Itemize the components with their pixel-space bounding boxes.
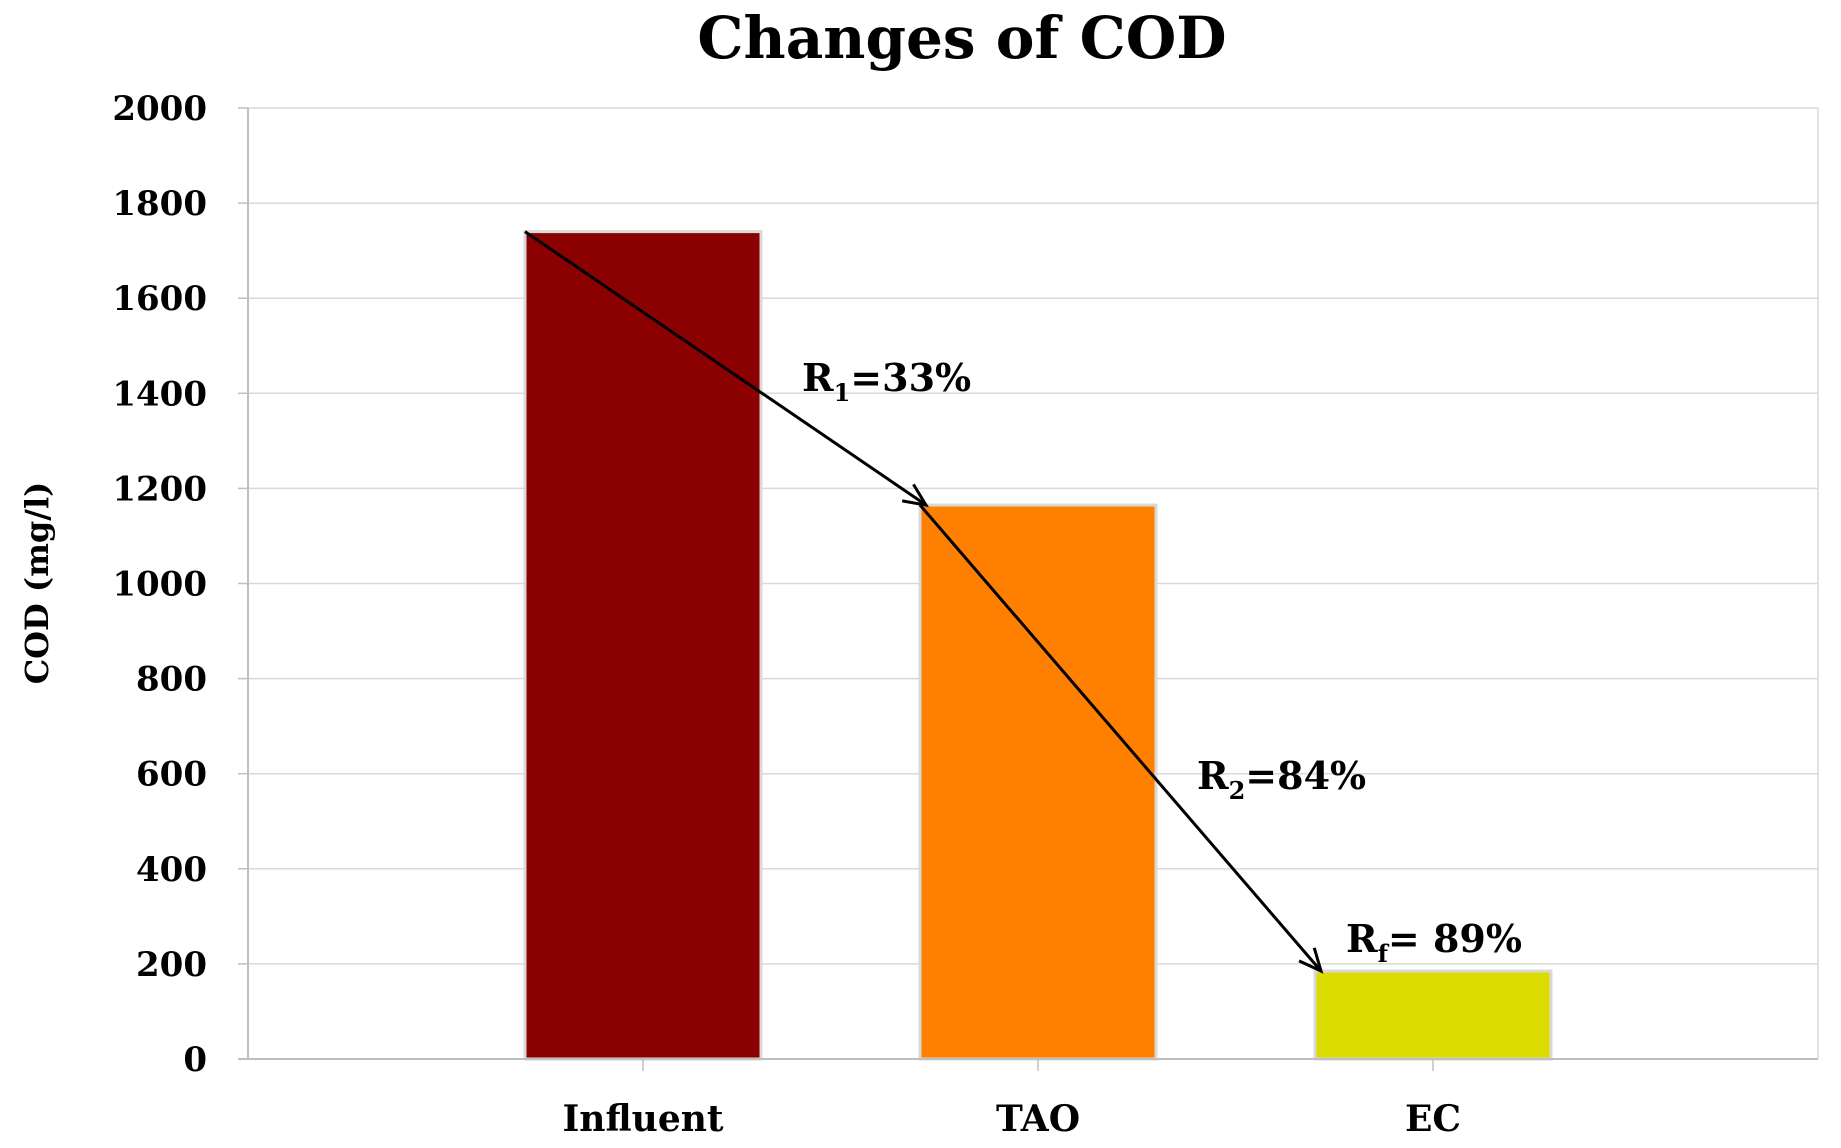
y-tick-label-400: 400 [136, 850, 207, 890]
y-tick-label-1200: 1200 [112, 469, 207, 509]
y-axis-label: COD (mg/l) [18, 482, 56, 685]
annotation-rf: Rf= 89% [1346, 916, 1522, 968]
bar-ec [1313, 969, 1553, 1061]
x-tick-label-influent: Influent [562, 1098, 723, 1140]
annotations: R1=33% R2=84% Rf= 89% [802, 355, 1522, 968]
arrow-tao-to-ec [918, 504, 1324, 974]
y-tick-label-1600: 1600 [112, 279, 207, 319]
y-tick-label-600: 600 [136, 755, 207, 795]
y-tick-label-200: 200 [136, 945, 207, 985]
x-tick-label-tao: TAO [996, 1098, 1080, 1140]
annotation-r1: R1=33% [802, 355, 971, 407]
y-tick-label-2000: 2000 [112, 89, 207, 129]
y-tick-labels: 0 200 400 600 800 1000 1200 1400 1600 1800 2000 [112, 89, 207, 1080]
chart-title: Changes of COD [697, 4, 1226, 72]
y-tick-label-1800: 1800 [112, 184, 207, 224]
axes [238, 108, 1819, 1060]
x-tick-label-ec: EC [1405, 1098, 1461, 1140]
y-tick-label-1400: 1400 [112, 374, 207, 414]
bar-influent [523, 230, 763, 1061]
x-tick-labels: Influent TAO EC [562, 1059, 1461, 1140]
y-tick-label-1000: 1000 [112, 565, 207, 605]
bar-tao [918, 503, 1158, 1061]
annotation-r2: R2=84% [1197, 753, 1366, 805]
y-tick-label-800: 800 [136, 660, 207, 700]
y-tick-label-0: 0 [183, 1040, 207, 1080]
arrow-influent-to-tao [524, 230, 929, 508]
reduction-arrows [524, 230, 1324, 974]
bars [523, 230, 1553, 1061]
